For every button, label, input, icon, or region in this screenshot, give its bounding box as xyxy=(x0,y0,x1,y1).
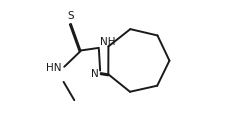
Text: N: N xyxy=(91,69,99,79)
Text: S: S xyxy=(67,11,74,21)
Text: NH: NH xyxy=(99,37,114,47)
Text: HN: HN xyxy=(46,63,62,73)
